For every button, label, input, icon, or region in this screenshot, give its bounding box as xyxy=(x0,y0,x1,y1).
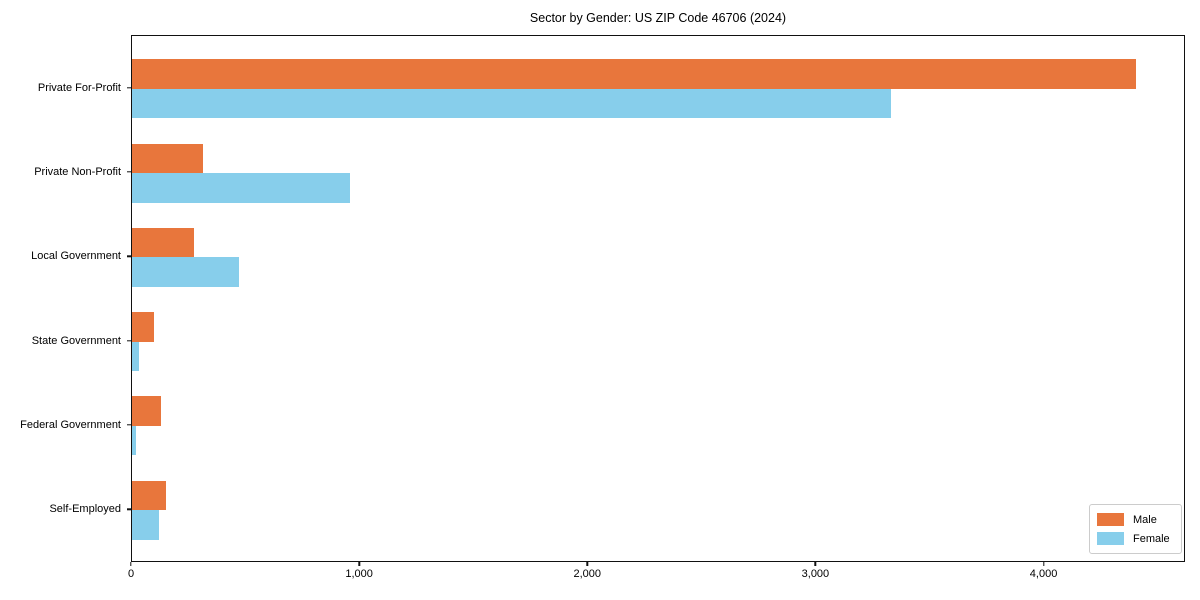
bar-female-3 xyxy=(132,341,140,372)
bar-male-0 xyxy=(132,59,1136,89)
legend-item-female: Female xyxy=(1097,529,1181,548)
y-axis-label: Federal Government xyxy=(20,418,121,431)
legend-swatch-male-icon xyxy=(1097,513,1124,526)
bar-male-5 xyxy=(132,480,167,511)
y-axis-label: Private For-Profit xyxy=(37,81,121,94)
x-tick-label: 1,000 xyxy=(345,568,373,580)
legend-label-female: Female xyxy=(1133,532,1170,545)
chart-title: Sector by Gender: US ZIP Code 46706 (202… xyxy=(529,11,787,25)
y-axis-label: Self-Employed xyxy=(49,503,121,516)
legend: Male Female xyxy=(1089,504,1182,554)
x-tick-label: 2,000 xyxy=(573,568,602,580)
legend-label-male: Male xyxy=(1133,513,1157,526)
bar-male-1 xyxy=(132,143,203,173)
bar-female-5 xyxy=(132,510,160,540)
y-axis-label: Private Non-Profit xyxy=(34,166,121,179)
legend-item-male: Male xyxy=(1097,510,1181,529)
x-tick-label: 0 xyxy=(127,568,135,580)
y-axis-label: State Government xyxy=(31,334,121,347)
x-tick-label: 3,000 xyxy=(801,568,830,580)
bar-female-1 xyxy=(132,173,350,203)
bar-male-4 xyxy=(132,396,161,426)
bar-male-2 xyxy=(132,227,194,258)
y-axis-label: Local Government xyxy=(31,250,121,263)
bar-male-3 xyxy=(132,312,154,342)
bar-female-4 xyxy=(132,425,136,456)
x-tick-mark xyxy=(586,562,588,566)
bar-female-2 xyxy=(132,257,240,287)
x-tick-mark xyxy=(130,562,132,566)
x-tick-mark xyxy=(814,562,817,566)
x-tick-mark xyxy=(1042,562,1045,566)
bar-female-0 xyxy=(132,88,891,119)
x-tick-mark xyxy=(358,562,360,566)
legend-swatch-female-icon xyxy=(1097,532,1124,545)
x-tick-label: 4,000 xyxy=(1029,568,1058,580)
plot-area xyxy=(131,35,1185,562)
